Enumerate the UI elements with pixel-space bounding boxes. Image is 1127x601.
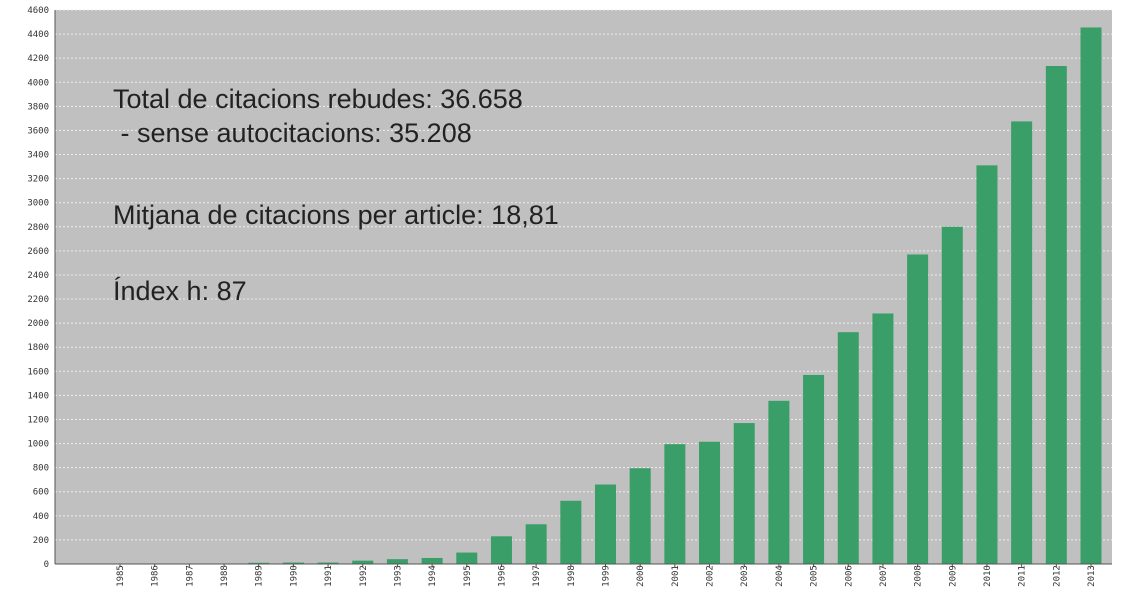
y-tick-label: 800 [33,464,49,474]
x-tick-label: 1985 [116,565,126,587]
annotation-block: Total de citacions rebudes: 36.658 - sen… [113,84,559,306]
y-tick-label: 1400 [27,391,49,401]
y-tick-label: 4200 [27,54,49,64]
bar-1992 [352,560,374,564]
x-tick-label: 1997 [532,565,542,587]
y-tick-label: 1000 [27,440,49,450]
y-tick-label: 0 [44,560,49,570]
mean-citations-annotation: Mitjana de citacions per article: 18,81 [113,200,559,230]
x-tick-label: 1993 [393,565,403,587]
bar-2008 [907,254,929,564]
x-axis-tick-labels: 1985 1986 1987 1988 1989 1990 1991 1992 1993 1994… [116,564,1097,587]
x-tick-label: 2011 [1018,565,1028,587]
bar-2012 [1045,66,1067,565]
bars [248,27,1102,565]
y-tick-label: 2400 [27,271,49,281]
x-tick-label: 2002 [706,565,716,587]
bar-1999 [595,484,616,564]
y-tick-label: 3200 [27,175,49,185]
bar-1997 [525,524,547,564]
y-tick-label: 3800 [27,102,49,112]
x-tick-label: 2001 [671,565,681,587]
y-tick-label: 1800 [27,343,49,353]
x-tick-label: 2005 [810,565,820,587]
x-tick-label: 2013 [1087,565,1097,587]
x-tick-label: 1995 [463,565,473,587]
x-tick-label: 1998 [567,565,577,587]
x-tick-label: 2012 [1052,565,1062,587]
x-tick-label: 2000 [636,565,646,587]
y-tick-label: 1200 [27,415,49,425]
y-tick-label: 2800 [27,223,49,233]
bar-2013 [1080,27,1102,565]
bar-2002 [699,441,721,564]
y-tick-label: 3600 [27,126,49,136]
bar-2004 [768,400,790,564]
bar-1989 [248,562,270,564]
y-tick-label: 2000 [27,319,49,329]
bar-2007 [872,313,894,564]
x-tick-label: 1996 [497,565,507,587]
bar-2010 [976,165,998,564]
bar-1990 [282,562,304,564]
axes [54,10,1112,565]
x-tick-label: 1994 [428,565,438,587]
bar-2009 [941,226,963,565]
x-tick-label: 1992 [359,565,369,587]
bar-2005 [803,374,825,564]
x-tick-label: 2010 [983,565,993,587]
x-tick-label: 1990 [289,565,299,587]
self-citations-annotation: - sense autocitacions: 35.208 [113,118,472,148]
bar-2011 [1011,121,1033,565]
x-tick-label: 1991 [324,565,334,587]
y-tick-label: 200 [33,536,49,546]
y-tick-label: 4400 [27,30,49,40]
h-index-annotation: Índex h: 87 [113,276,247,306]
bar-1991 [317,562,339,564]
y-tick-label: 2200 [27,295,49,305]
bar-2000 [629,468,651,564]
y-tick-label: 600 [33,488,49,498]
bar-2003 [733,423,755,564]
x-tick-label: 2006 [844,565,854,587]
x-tick-label: 2003 [740,565,750,587]
total-citations-annotation: Total de citacions rebudes: 36.658 [113,84,523,114]
y-tick-label: 4600 [27,6,49,16]
bar-1995 [456,552,478,564]
x-tick-label: 1987 [185,565,195,587]
x-tick-label: 1999 [602,565,612,587]
y-tick-label: 2600 [27,247,49,257]
bar-1996 [490,536,512,564]
x-tick-label: 2007 [879,565,889,587]
bar-2001 [664,444,686,564]
bar-2006 [837,332,859,564]
plot-area [55,10,1112,564]
x-tick-label: 1988 [220,565,230,587]
bar-1994 [421,557,443,564]
x-tick-label: 1986 [151,565,161,587]
x-tick-label: 2004 [775,565,785,587]
grid-lines [55,9,1112,541]
x-tick-label: 2008 [914,565,924,587]
bar-1998 [560,500,582,564]
x-tick-label: 2009 [948,565,958,587]
y-tick-label: 4000 [27,78,49,88]
y-tick-label: 3400 [27,151,49,161]
y-tick-label: 3000 [27,199,49,209]
bar-1993 [386,559,408,564]
y-tick-label: 400 [33,512,49,522]
y-axis-tick-labels: 0 200 400 600 800 1000 1200 1400 1600 1800 2000 220… [27,6,49,570]
x-tick-label: 1989 [255,565,265,587]
y-tick-label: 1600 [27,367,49,377]
